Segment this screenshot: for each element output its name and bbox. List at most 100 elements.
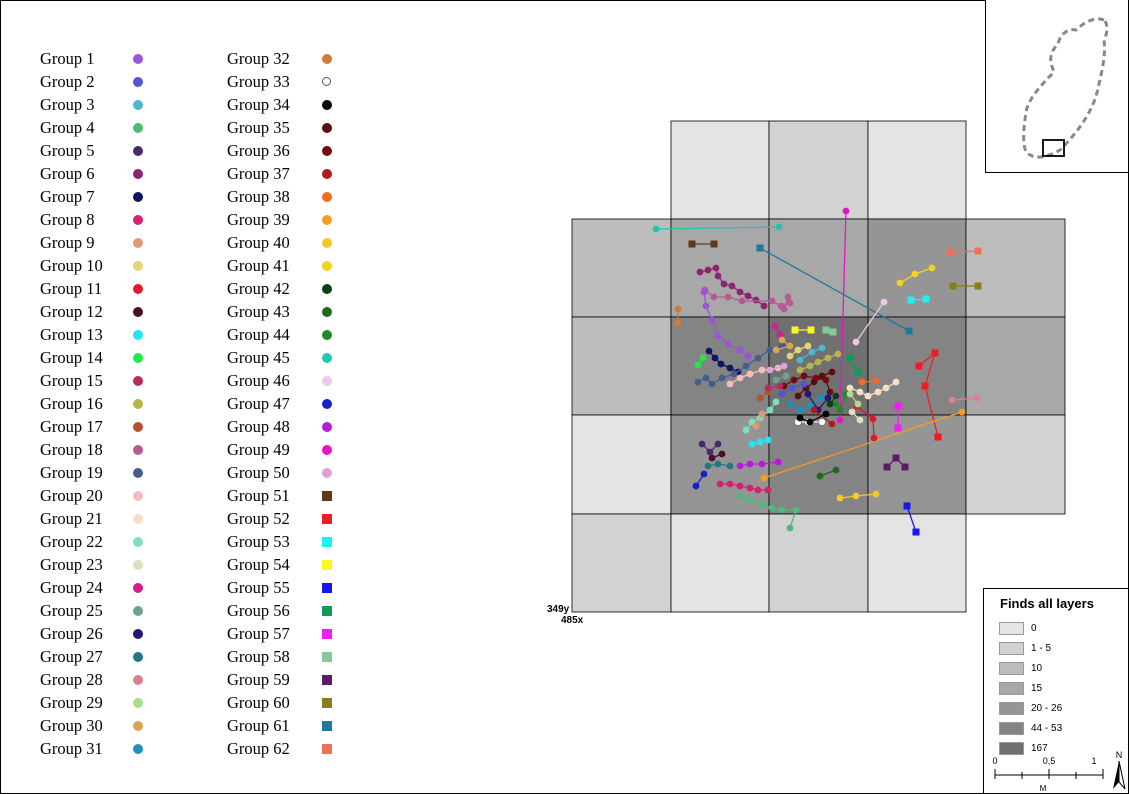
- refit-line: [739, 461, 779, 467]
- find-point-marker: [758, 460, 766, 468]
- find-point-marker: [768, 297, 776, 305]
- refit-line: [855, 301, 885, 343]
- grid-square: [571, 513, 672, 613]
- grid-square: [670, 120, 770, 220]
- find-point-marker: [806, 418, 814, 426]
- circle-marker-icon: [133, 330, 143, 340]
- find-point-marker: [796, 356, 804, 364]
- circle-marker-icon: [133, 169, 143, 179]
- locator-inset-map: [985, 0, 1128, 173]
- grid-square: [768, 218, 869, 318]
- find-point-marker: [784, 293, 792, 301]
- legend-item-label: Group 18: [40, 440, 103, 459]
- find-point-marker: [804, 342, 812, 350]
- grid-square: [965, 218, 1066, 318]
- find-point-marker: [794, 346, 802, 354]
- find-point-marker: [772, 398, 780, 406]
- find-point-marker: [771, 322, 779, 330]
- find-point-marker: [760, 302, 768, 310]
- find-point-marker: [700, 470, 708, 478]
- circle-marker-icon: [322, 261, 332, 271]
- legend-item-label: Group 9: [40, 233, 95, 252]
- legend-item-label: Group 59: [227, 670, 290, 689]
- find-square-marker: [883, 463, 891, 471]
- circle-marker-icon: [133, 238, 143, 248]
- circle-marker-icon: [322, 284, 332, 294]
- density-class-label: 10: [1031, 663, 1043, 674]
- square-marker-icon: [322, 744, 332, 754]
- circle-marker-icon: [133, 261, 143, 271]
- find-point-marker: [828, 368, 836, 376]
- legend-item-label: Group 5: [40, 141, 95, 160]
- find-point-marker: [846, 390, 854, 398]
- legend-item-label: Group 20: [40, 486, 103, 505]
- find-point-marker: [800, 380, 808, 388]
- legend-item-label: Group 12: [40, 302, 103, 321]
- find-point-marker: [708, 380, 716, 388]
- circle-marker-icon: [133, 675, 143, 685]
- find-point-marker: [746, 496, 754, 504]
- legend-item-label: Group 57: [227, 624, 290, 643]
- square-marker-icon: [322, 583, 332, 593]
- find-point-marker: [776, 382, 784, 390]
- find-point-marker: [852, 338, 860, 346]
- find-point-marker: [752, 422, 760, 430]
- find-point-marker: [674, 305, 682, 313]
- grid-square: [670, 513, 770, 613]
- legend-item-label: Group 25: [40, 601, 103, 620]
- grid-origin-y-label: 349y: [547, 604, 570, 615]
- find-point-marker: [911, 270, 919, 278]
- circle-marker-icon: [133, 721, 143, 731]
- find-point-marker: [736, 482, 744, 490]
- find-square-marker: [688, 240, 696, 248]
- density-class-label: 15: [1031, 683, 1043, 694]
- find-point-marker: [814, 358, 822, 366]
- find-point-marker: [752, 296, 760, 304]
- find-point-marker: [872, 490, 880, 498]
- find-square-marker: [892, 454, 900, 462]
- circle-marker-icon: [322, 146, 332, 156]
- find-point-marker: [748, 440, 756, 448]
- find-square-marker: [846, 354, 854, 362]
- find-point-marker: [756, 394, 764, 402]
- square-marker-icon: [322, 606, 332, 616]
- find-point-marker: [696, 268, 704, 276]
- find-point-marker: [742, 362, 750, 370]
- find-point-marker: [826, 388, 834, 396]
- circle-marker-icon: [322, 77, 331, 86]
- circle-marker-icon: [133, 192, 143, 202]
- find-square-marker: [934, 433, 942, 441]
- density-swatch: [999, 682, 1024, 695]
- legend-item-label: Group 58: [227, 647, 290, 666]
- legend-item-label: Group 3: [40, 95, 95, 114]
- refit-line: [813, 409, 833, 425]
- find-point-marker: [704, 462, 712, 470]
- find-point-marker: [736, 374, 744, 382]
- find-point-marker: [792, 506, 800, 514]
- density-class-label: 20 - 26: [1031, 703, 1063, 714]
- find-square-marker: [946, 248, 954, 256]
- circle-marker-icon: [133, 514, 143, 524]
- legend-item-label: Group 46: [227, 371, 290, 390]
- grid-square: [965, 414, 1066, 515]
- circle-marker-icon: [133, 491, 143, 501]
- find-point-marker: [852, 492, 860, 500]
- circle-marker-icon: [133, 100, 143, 110]
- grid-square: [768, 513, 869, 613]
- legend-item-label: Group 42: [227, 279, 290, 298]
- refit-line: [918, 351, 939, 438]
- find-point-marker: [764, 486, 772, 494]
- find-point-marker: [842, 207, 850, 215]
- legend-item-label: Group 44: [227, 325, 290, 344]
- find-point-marker: [702, 302, 710, 310]
- find-point-marker: [744, 352, 752, 360]
- find-point-marker: [816, 394, 824, 402]
- grid-square: [768, 414, 869, 515]
- legend-item-label: Group 50: [227, 463, 290, 482]
- legend-item-label: Group 41: [227, 256, 290, 275]
- find-point-marker: [948, 396, 956, 404]
- find-point-marker: [726, 462, 734, 470]
- refit-line: [906, 505, 917, 533]
- find-point-marker: [772, 346, 780, 354]
- legend-item-label: Group 15: [40, 371, 103, 390]
